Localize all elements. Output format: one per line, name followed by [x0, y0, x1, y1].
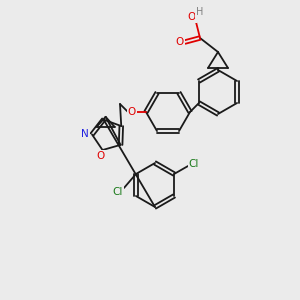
Text: Cl: Cl	[113, 187, 123, 197]
Text: N: N	[81, 129, 89, 140]
Text: O: O	[96, 151, 105, 161]
Text: O: O	[128, 107, 136, 117]
Text: H: H	[196, 7, 204, 17]
Text: O: O	[176, 37, 184, 47]
Text: Cl: Cl	[189, 159, 199, 169]
Text: O: O	[188, 12, 196, 22]
